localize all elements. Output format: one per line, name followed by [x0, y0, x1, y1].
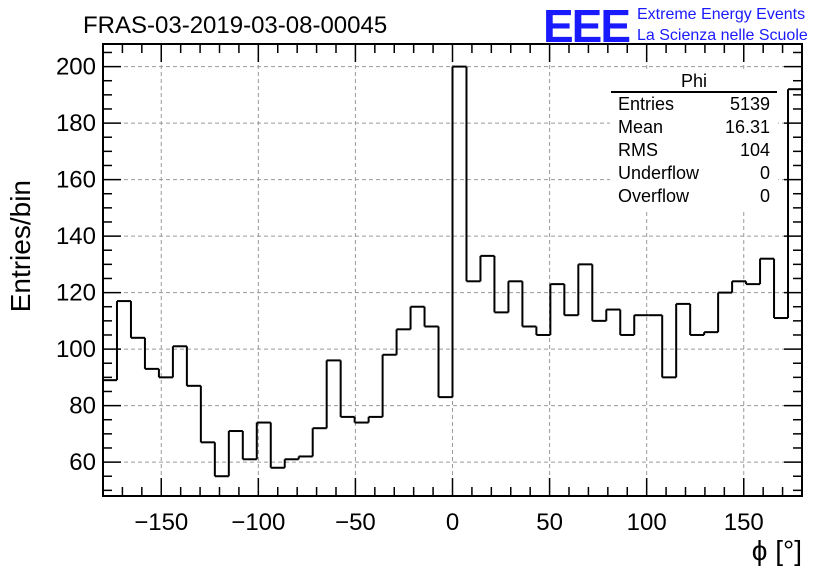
stats-box-title: Phi	[681, 71, 707, 91]
y-tick-label: 160	[56, 167, 96, 194]
stats-label-entries: Entries	[618, 94, 674, 114]
y-tick-label: 80	[69, 393, 96, 420]
stats-value-entries: 5139	[730, 94, 770, 114]
stats-value-rms: 104	[740, 140, 770, 160]
x-tick-label: −50	[335, 509, 376, 536]
logo-line2: La Scienza nelle Scuole	[637, 27, 808, 44]
stats-label-mean: Mean	[618, 117, 663, 137]
stats-box: Phi Entries 5139 Mean 16.31 RMS 104 Unde…	[610, 70, 778, 210]
x-tick-label: 0	[446, 509, 459, 536]
logo-mark: EEE	[543, 0, 629, 52]
y-axis-label: Entries/bin	[5, 180, 36, 312]
stats-value-overflow: 0	[760, 186, 770, 206]
x-tick-label: 150	[724, 509, 764, 536]
x-tick-label: −150	[134, 509, 188, 536]
stats-label-overflow: Overflow	[618, 186, 690, 206]
stats-label-underflow: Underflow	[618, 163, 700, 183]
y-tick-label: 120	[56, 280, 96, 307]
stats-value-underflow: 0	[760, 163, 770, 183]
y-tick-label: 100	[56, 336, 96, 363]
y-tick-label: 140	[56, 223, 96, 250]
stats-label-rms: RMS	[618, 140, 658, 160]
logo-line1: Extreme Energy Events	[637, 6, 805, 23]
x-tick-label: 50	[536, 509, 563, 536]
x-axis-label: ϕ [°]	[752, 535, 802, 566]
x-tick-label: −100	[231, 509, 285, 536]
x-tick-label: 100	[627, 509, 667, 536]
y-tick-label: 60	[69, 449, 96, 476]
chart-title: FRAS-03-2019-03-08-00045	[83, 12, 387, 39]
y-tick-label: 200	[56, 54, 96, 81]
histogram-chart: −150 −100 −50 0 50 100 150 60 80 100 120 140 160 180 2…	[0, 0, 836, 572]
y-tick-label: 180	[56, 110, 96, 137]
stats-value-mean: 16.31	[725, 117, 770, 137]
